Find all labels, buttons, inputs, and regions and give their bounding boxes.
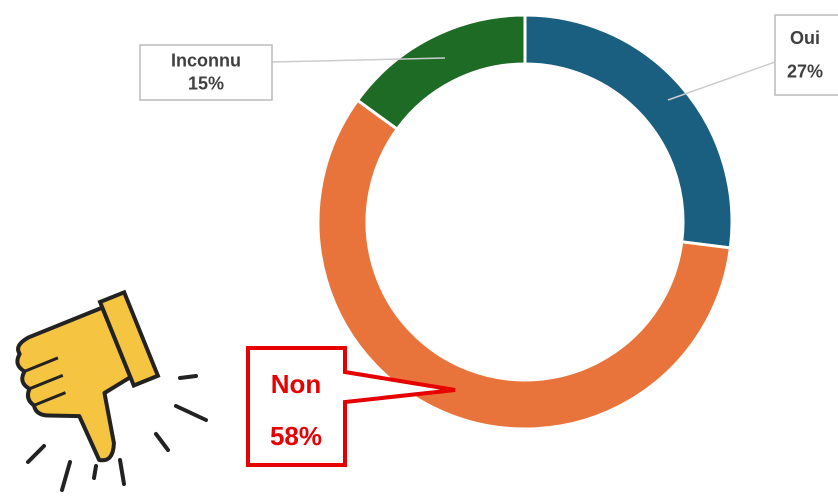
category-label: Inconnu [171, 50, 241, 70]
category-label: Oui [790, 28, 820, 48]
leader-line [271, 57, 446, 63]
rays [26, 374, 208, 492]
thumbs-down-icon [15, 289, 161, 463]
donut-slice [523, 13, 734, 250]
label-box [774, 14, 838, 96]
callout-box [246, 346, 456, 467]
label-box [139, 44, 273, 101]
category-label: Non [271, 369, 322, 399]
value-label: 58% [270, 421, 322, 451]
leader-line [667, 61, 776, 101]
donut-slice [316, 98, 733, 431]
value-label: 27% [787, 61, 823, 81]
donut-slice [355, 13, 527, 132]
value-label: 15% [188, 73, 224, 93]
